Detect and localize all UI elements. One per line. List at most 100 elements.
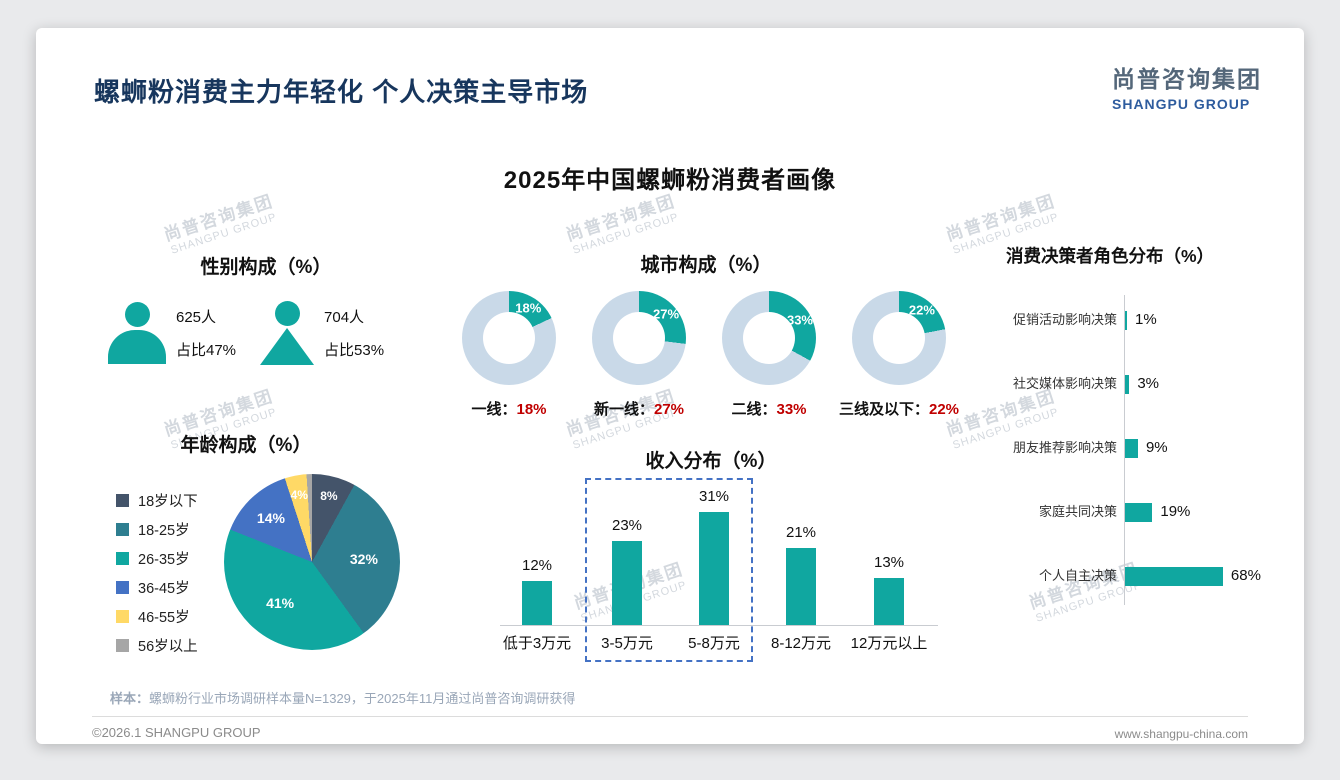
legend-label: 46-55岁 (138, 610, 190, 626)
donut-caption-name: 新一线： (593, 401, 654, 418)
donut-caption-name: 三线及以下： (838, 401, 929, 418)
female-count: 704人 (324, 309, 365, 326)
income-x-axis (500, 625, 938, 626)
pie-percent-label: 8% (320, 489, 338, 504)
legend-item: 36-45岁 (116, 573, 198, 602)
decision-section: 消费决策者角色分布（%） 促销活动影响决策 1% 社交媒体影响决策 3% 朋友推荐影响决… (976, 243, 1316, 633)
legend-swatch (116, 610, 129, 623)
legend-swatch (116, 552, 129, 565)
legend-swatch (116, 523, 129, 536)
legend-swatch (116, 639, 129, 652)
donut-caption: 新一线：27% (578, 398, 700, 419)
legend-swatch (116, 494, 129, 507)
company-logo: 尚普咨询集团 SHANGPU GROUP (1112, 60, 1262, 112)
decision-value-label: 1% (1135, 311, 1157, 328)
income-category-label: 12万元以上 (850, 635, 928, 652)
pie-percent-label: 14% (256, 510, 285, 527)
income-value-label: 12% (521, 557, 553, 575)
decision-category-label: 促销活动影响决策 (1012, 312, 1117, 327)
male-icon (108, 302, 166, 364)
income-bar-chart: 12% 低于3万元 23% 3-5万元 31% 5-8万元 21% 8-12万元 13% 12万元… (496, 476, 946, 681)
decision-bar (1125, 375, 1130, 394)
page-title: 螺蛳粉消费主力年轻化 个人决策主导市场 (94, 77, 589, 107)
income-bar (522, 581, 552, 625)
legend-label: 26-35岁 (138, 552, 190, 568)
legend-item: 18岁以下 (116, 486, 198, 515)
decision-bar (1125, 503, 1153, 522)
donut-caption-value: 27% (653, 401, 685, 418)
city-donut-block: 18% 一线：18% (448, 291, 570, 419)
income-section-title: 收入分布（%） (645, 451, 777, 472)
decision-value-label: 68% (1230, 567, 1261, 584)
gender-row: 625人 占比47% 704人 占比53% (96, 301, 436, 365)
city-donut: 27% (592, 291, 686, 385)
age-legend: 18岁以下 18-25岁 26-35岁 36-45岁 46-55岁 56岁以上 (116, 486, 198, 660)
income-bar (612, 541, 642, 625)
decision-value-label: 19% (1160, 503, 1191, 520)
male-share: 占比47% (176, 342, 237, 359)
donut-caption: 三线及以下：22% (838, 398, 960, 419)
decision-y-axis (1124, 295, 1125, 605)
watermark-line1: 尚普咨询集团 (563, 191, 678, 245)
footnote-prefix: 样本： (110, 691, 150, 706)
legend-item: 18-25岁 (116, 515, 198, 544)
donut-caption-value: 18% (516, 401, 547, 418)
legend-item: 26-35岁 (116, 544, 198, 573)
legend-label: 18-25岁 (138, 523, 190, 539)
report-card: 尚普咨询集团 SHANGPU GROUP 尚普咨询集团 SHANGPU GROUP 尚普… (36, 28, 1304, 744)
main-title: 2025年中国螺蛳粉消费者画像 (503, 167, 837, 194)
footer-divider (92, 716, 1248, 717)
city-section-title: 城市构成（%） (640, 255, 772, 276)
income-bar (874, 577, 904, 625)
female-head-shape (274, 301, 300, 326)
female-icon (260, 301, 315, 365)
income-category-label: 低于3万元 (502, 635, 572, 652)
donut-percent-label: 22% (908, 302, 935, 318)
male-count: 625人 (176, 309, 217, 326)
logo-subtitle: SHANGPU GROUP (1112, 96, 1251, 112)
income-category-label: 3-5万元 (601, 635, 653, 652)
donut-percent-label: 27% (652, 306, 680, 322)
legend-item: 46-55岁 (116, 602, 198, 631)
female-stats: 704人 占比53% (324, 306, 384, 360)
donut-percent-label: 33% (786, 312, 813, 328)
footnote-text: 螺蛳粉行业市场调研样本量N=1329，于2025年11月通过尚普咨询调研获得 (149, 691, 576, 706)
decision-bar (1125, 567, 1223, 586)
city-donut-block: 27% 新一线：27% (578, 291, 700, 419)
city-donut-block: 33% 二线：33% (708, 291, 830, 419)
legend-label: 56岁以上 (138, 639, 198, 655)
watermark-line1: 尚普咨询集团 (161, 191, 276, 245)
male-body-shape (108, 330, 166, 364)
decision-value-label: 3% (1137, 375, 1159, 392)
income-value-label: 21% (785, 524, 817, 542)
gender-section: 性别构成（%） 625人 占比47% 704人 占比53% (96, 252, 436, 365)
income-section: 收入分布（%） 12% 低于3万元 23% 3-5万元 31% 5-8万元 21% 8-12万… (496, 446, 946, 686)
income-bar (786, 548, 816, 625)
income-value-label: 23% (611, 517, 643, 535)
city-donut: 18% (462, 291, 556, 385)
income-value-label: 13% (873, 553, 905, 571)
decision-category-label: 朋友推荐影响决策 (1012, 440, 1117, 455)
decision-category-label: 个人自主决策 (1038, 568, 1117, 583)
donut-caption-name: 二线： (731, 401, 777, 418)
female-body-shape (260, 328, 315, 365)
income-category-label: 8-12万元 (770, 635, 832, 652)
decision-bar-chart: 促销活动影响决策 1% 社交媒体影响决策 3% 朋友推荐影响决策 9% 家庭共同决策 19% 个… (976, 243, 1316, 633)
legend-swatch (116, 581, 129, 594)
income-category-label: 5-8万元 (688, 635, 740, 652)
footer-copyright: ©2026.1 SHANGPU GROUP (92, 725, 261, 740)
decision-value-label: 9% (1145, 439, 1168, 456)
income-bar (699, 511, 729, 625)
donut-percent-label: 18% (515, 300, 542, 316)
female-share: 占比53% (324, 342, 385, 359)
city-section: 城市构成（%） 18% 一线：18% 27% 新一线：27% 33% 二线：33% 22% 三… (448, 250, 964, 419)
pie-percent-label: 41% (266, 595, 295, 612)
age-section: 年龄构成（%） 18岁以下 18-25岁 26-35岁 36-45岁 46-55岁 56岁… (96, 430, 486, 690)
pie-percent-label: 32% (349, 550, 378, 567)
pie-percent-label: 4% (290, 488, 308, 503)
income-value-label: 31% (698, 487, 730, 505)
city-donut-row: 18% 一线：18% 27% 新一线：27% 33% 二线：33% 22% 三线及以下：22% (448, 291, 964, 419)
watermark-line1: 尚普咨询集团 (943, 191, 1058, 245)
age-pie-chart: 8% 32% 41% 14% 4% (224, 474, 400, 650)
